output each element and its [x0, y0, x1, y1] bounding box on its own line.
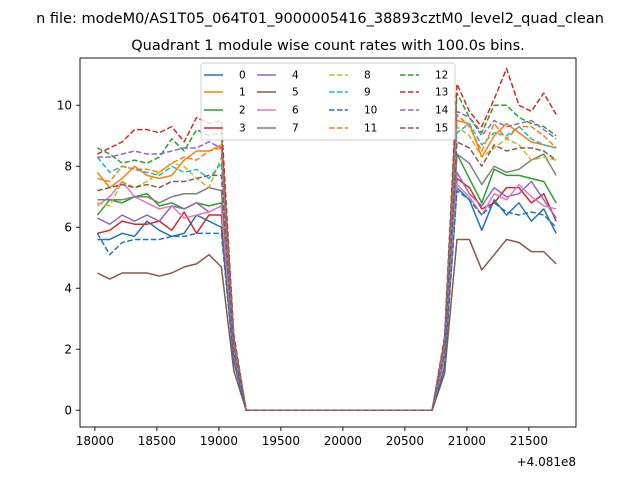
y-tick-label: 0: [64, 404, 72, 418]
legend-label-9: 9: [364, 87, 371, 99]
y-tick-label: 8: [64, 160, 72, 174]
legend-label-8: 8: [364, 70, 371, 82]
legend-label-3: 3: [239, 123, 246, 135]
x-tick-label: 21000: [448, 434, 486, 448]
legend-label-5: 5: [292, 87, 299, 99]
series-line-10: [96, 189, 557, 411]
legend-label-7: 7: [292, 123, 299, 135]
legend-label-0: 0: [239, 70, 246, 82]
chart-title: Quadrant 1 module wise count rates with …: [131, 38, 525, 54]
x-tick-label: 21500: [510, 434, 548, 448]
y-tick-label: 10: [57, 99, 72, 113]
x-tick-label: 19500: [262, 434, 300, 448]
legend-label-11: 11: [364, 123, 377, 135]
y-tick-label: 4: [64, 282, 72, 296]
x-tick-label: 18000: [76, 434, 114, 448]
x-offset-label: +4.081e8: [517, 455, 576, 469]
legend-label-14: 14: [435, 105, 449, 117]
legend-label-2: 2: [239, 105, 246, 117]
series-line-13: [97, 67, 557, 411]
x-tick-label: 20500: [386, 434, 424, 448]
plot-area: [96, 67, 557, 411]
y-tick-label: 6: [64, 221, 72, 235]
legend-label-13: 13: [435, 87, 448, 99]
series-line-14: [97, 110, 557, 411]
axes-frame: [79, 57, 577, 428]
legend-label-10: 10: [364, 105, 377, 117]
y-tick-label: 2: [64, 343, 72, 357]
x-tick-label: 18500: [138, 434, 176, 448]
legend-label-1: 1: [239, 87, 246, 99]
legend-label-12: 12: [435, 70, 448, 82]
series-line-15: [97, 141, 557, 411]
legend-label-4: 4: [292, 70, 299, 82]
x-tick-label: 19000: [200, 434, 238, 448]
chart-suptitle: n file: modeM0/AS1T05_064T01_9000005416_…: [36, 11, 604, 27]
legend-label-6: 6: [292, 105, 299, 117]
legend-label-15: 15: [435, 123, 448, 135]
x-tick-label: 20000: [324, 434, 362, 448]
